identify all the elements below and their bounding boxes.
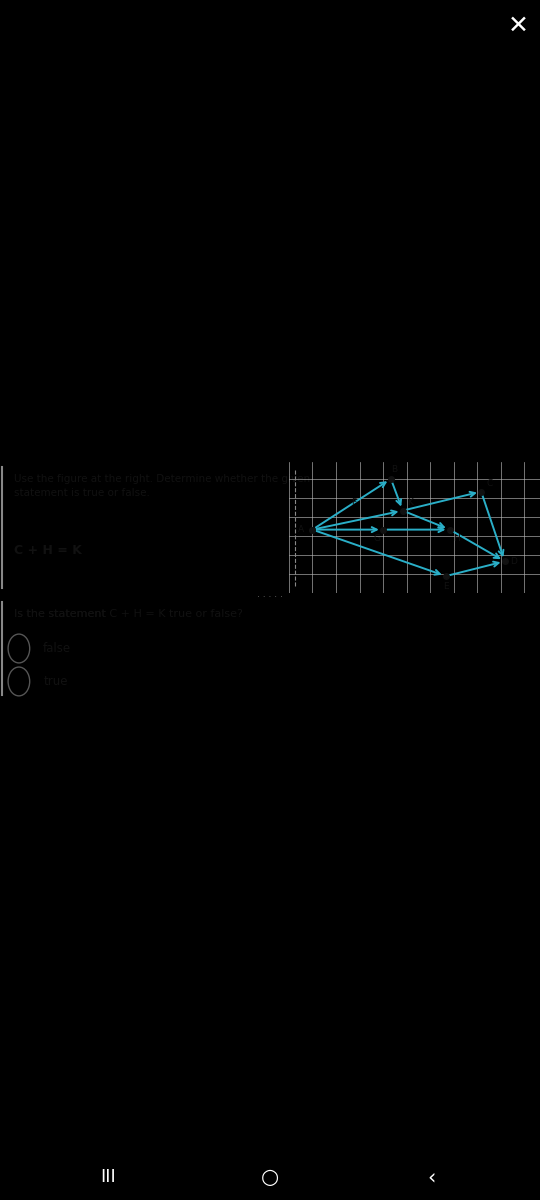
Text: K: K	[407, 498, 413, 508]
Text: ✕: ✕	[508, 13, 529, 37]
Text: ‹: ‹	[428, 1168, 436, 1188]
Text: false: false	[43, 642, 71, 655]
Text: Use the figure at the right. Determine whether the given
statement is true or fa: Use the figure at the right. Determine w…	[14, 474, 309, 498]
Text: A: A	[299, 526, 305, 534]
Text: E: E	[443, 582, 449, 592]
Text: H: H	[454, 534, 460, 544]
Text: Is the statement C + H = K true or false?: Is the statement C + H = K true or false…	[14, 610, 242, 619]
Text: Is the statement: Is the statement	[14, 610, 109, 619]
Text: true: true	[43, 674, 68, 688]
Text: G: G	[374, 534, 381, 544]
Text: · · · · ·: · · · · ·	[257, 593, 283, 601]
Text: F: F	[351, 498, 356, 508]
Text: C + H = K: C + H = K	[14, 544, 82, 557]
Text: C: C	[487, 480, 493, 488]
Text: D: D	[510, 557, 517, 566]
Text: III: III	[100, 1169, 116, 1187]
Text: ○: ○	[261, 1168, 279, 1188]
Text: B: B	[391, 466, 397, 474]
